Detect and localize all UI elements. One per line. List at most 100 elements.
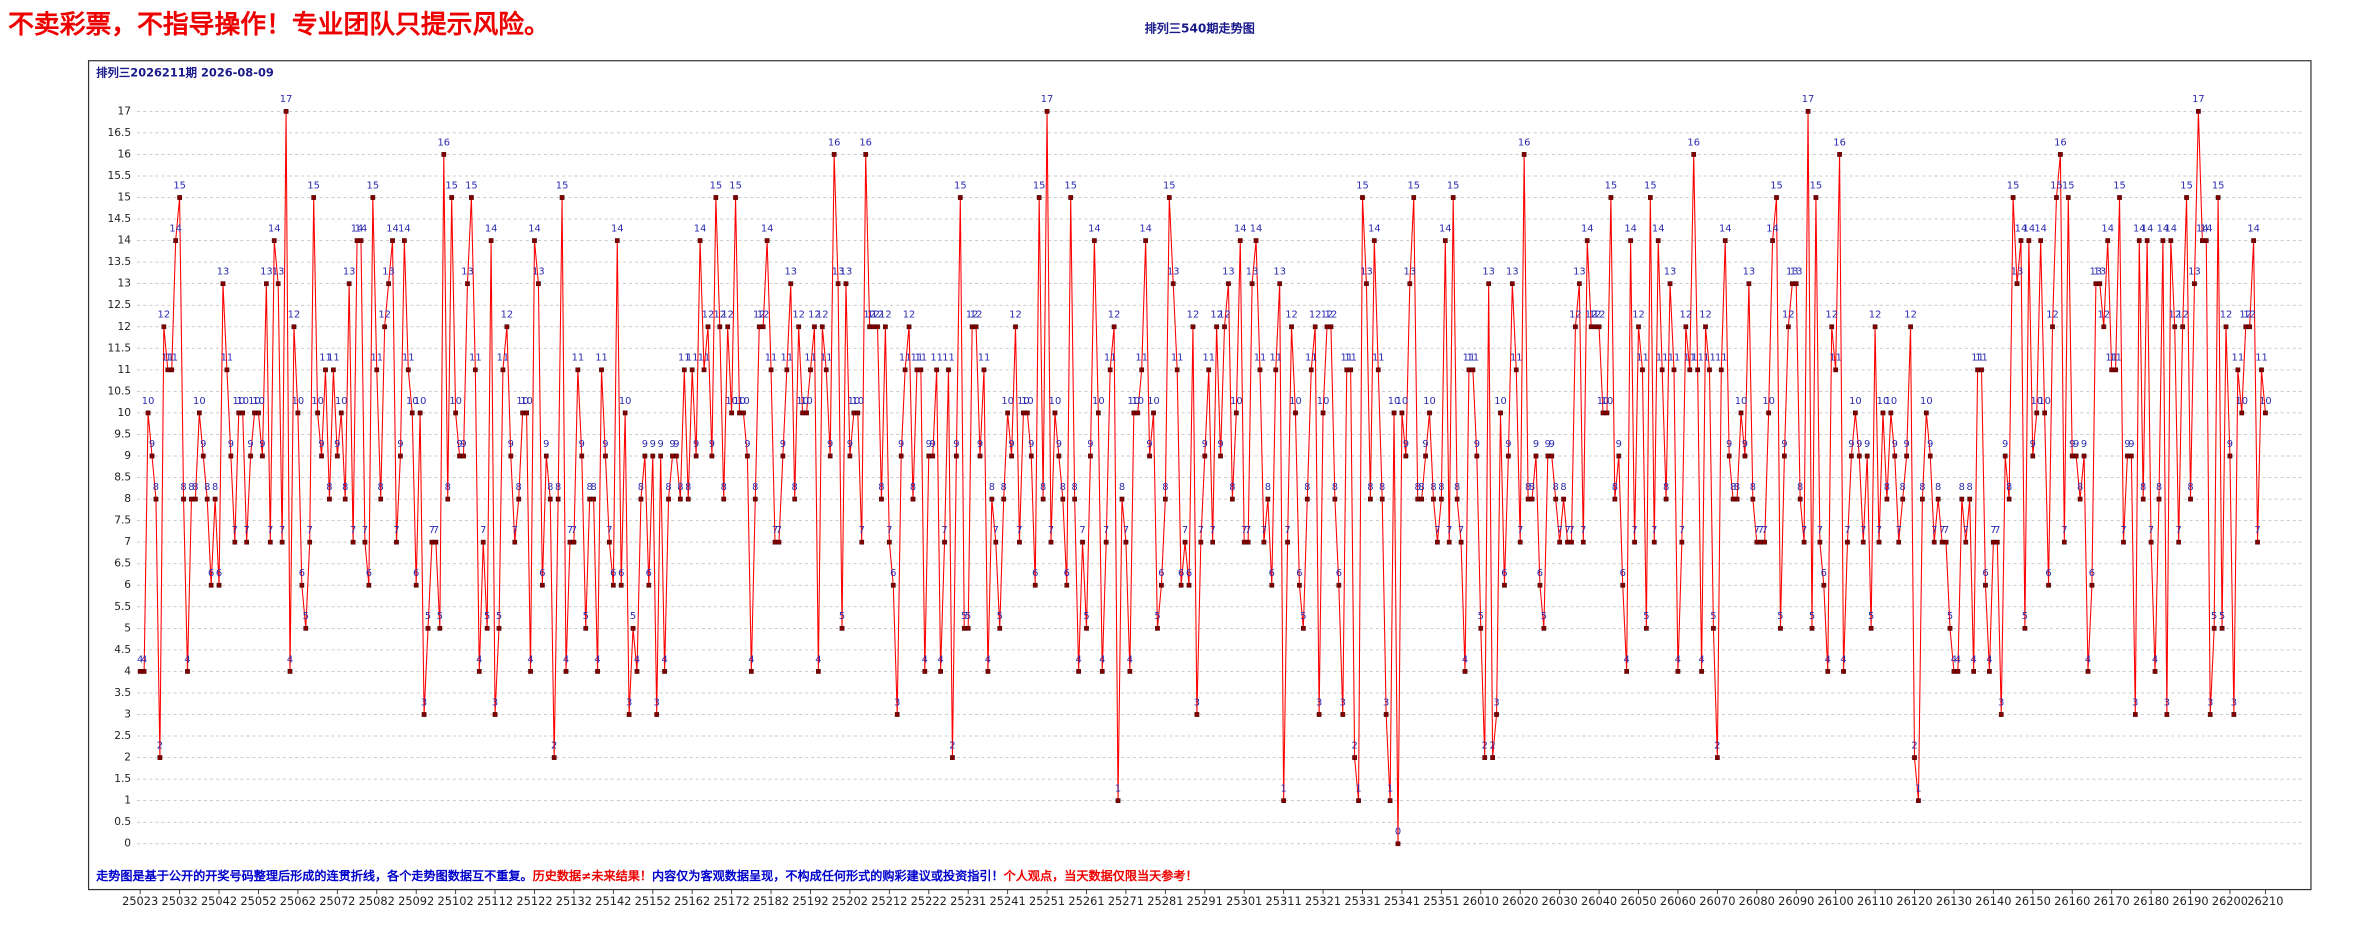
data-label: 1 xyxy=(1915,784,1921,795)
data-label: 2 xyxy=(1489,740,1495,751)
x-tick-label: 25281 xyxy=(1147,894,1183,908)
data-label: 12 xyxy=(1108,310,1121,321)
point-marker xyxy=(2203,238,2209,243)
x-tick-label: 25241 xyxy=(990,894,1026,908)
y-tick-label: 6.5 xyxy=(114,557,131,570)
point-marker xyxy=(185,669,190,674)
y-tick-label: 12 xyxy=(118,320,132,333)
point-marker xyxy=(386,281,391,287)
data-label: 15 xyxy=(1356,180,1369,191)
point-marker xyxy=(1758,539,1764,545)
point-marker xyxy=(748,669,754,674)
point-marker xyxy=(224,367,230,373)
point-marker xyxy=(843,281,849,287)
frame xyxy=(87,60,2312,891)
data-label: 12 xyxy=(2243,310,2256,321)
x-tick-label: 26210 xyxy=(2247,894,2283,908)
data-label: 11 xyxy=(942,353,955,364)
data-label: 4 xyxy=(141,654,147,665)
point-marker xyxy=(938,669,943,674)
point-marker xyxy=(1032,582,1038,588)
point-marker xyxy=(169,367,175,373)
data-label: 8 xyxy=(1919,482,1925,493)
point-marker xyxy=(1604,410,1610,416)
point-marker xyxy=(476,669,482,674)
point-marker xyxy=(2085,669,2091,674)
point-marker xyxy=(1569,539,1574,545)
data-label: 7 xyxy=(1896,525,1902,536)
data-label: 13 xyxy=(2011,267,2024,278)
data-label: 12 xyxy=(970,310,983,321)
data-label: 11 xyxy=(804,353,817,364)
point-marker xyxy=(662,669,667,674)
data-label: 13 xyxy=(1482,267,1495,278)
point-marker xyxy=(973,324,979,330)
data-label: 10 xyxy=(619,396,632,407)
point-marker xyxy=(516,496,522,502)
data-label: 15 xyxy=(1407,180,1420,191)
point-marker xyxy=(733,195,738,200)
point-marker xyxy=(571,539,577,545)
data-label: 10 xyxy=(1017,396,1030,407)
data-label: 4 xyxy=(594,654,600,665)
data-label: 10 xyxy=(1317,396,1330,407)
data-label: 17 xyxy=(1802,94,1815,105)
point-marker xyxy=(141,669,147,674)
point-marker xyxy=(2105,238,2111,243)
point-marker xyxy=(2022,625,2028,631)
y-tick-label: 12.5 xyxy=(107,298,131,311)
point-marker xyxy=(1916,798,1921,804)
data-label: 3 xyxy=(1340,697,1346,708)
data-label: 7 xyxy=(1123,525,1129,536)
point-marker xyxy=(906,324,912,330)
data-label: 12 xyxy=(1309,310,1322,321)
point-marker xyxy=(2148,539,2154,545)
data-label: 7 xyxy=(307,525,313,536)
point-marker xyxy=(291,324,297,330)
data-label: 4 xyxy=(476,654,482,665)
data-label: 3 xyxy=(894,697,900,708)
data-label: 10 xyxy=(1735,396,1748,407)
data-label: 6 xyxy=(618,568,624,579)
point-marker xyxy=(1730,496,1736,502)
point-marker xyxy=(1841,669,1846,674)
point-marker xyxy=(1399,410,1405,416)
point-marker xyxy=(453,410,458,416)
data-label: 7 xyxy=(1876,525,1882,536)
data-label: 12 xyxy=(753,310,766,321)
data-label: 7 xyxy=(859,525,865,536)
data-label: 15 xyxy=(2113,180,2126,191)
data-label: 11 xyxy=(2105,353,2118,364)
point-marker xyxy=(1864,453,1870,459)
data-label: 7 xyxy=(1758,525,1764,536)
data-label: 7 xyxy=(512,525,518,536)
point-marker xyxy=(1971,669,1977,674)
data-label: 11 xyxy=(915,353,928,364)
data-label: 7 xyxy=(606,525,612,536)
point-marker xyxy=(1360,195,1365,200)
point-marker xyxy=(772,539,778,545)
point-marker xyxy=(1699,669,1704,674)
point-marker xyxy=(425,625,431,631)
data-label: 7 xyxy=(1762,525,1768,536)
data-label: 10 xyxy=(193,396,206,407)
data-label: 13 xyxy=(1786,267,1799,278)
data-label: 4 xyxy=(815,654,821,665)
point-marker xyxy=(536,281,541,287)
point-marker xyxy=(1155,625,1160,631)
data-label: 11 xyxy=(2109,353,2122,364)
data-label: 15 xyxy=(1605,180,1618,191)
data-label: 8 xyxy=(1959,482,1965,493)
point-marker xyxy=(567,539,573,545)
point-marker xyxy=(859,539,865,545)
point-marker xyxy=(2030,453,2036,459)
point-marker xyxy=(894,712,900,717)
data-label: 10 xyxy=(725,396,738,407)
y-tick-label: 7.5 xyxy=(114,514,131,527)
x-tick-label: 25321 xyxy=(1305,894,1341,908)
x-tick-label: 25062 xyxy=(280,894,316,908)
data-label: 15 xyxy=(556,180,569,191)
point-marker xyxy=(918,367,924,373)
point-marker xyxy=(1028,453,1034,459)
point-marker xyxy=(591,496,596,502)
